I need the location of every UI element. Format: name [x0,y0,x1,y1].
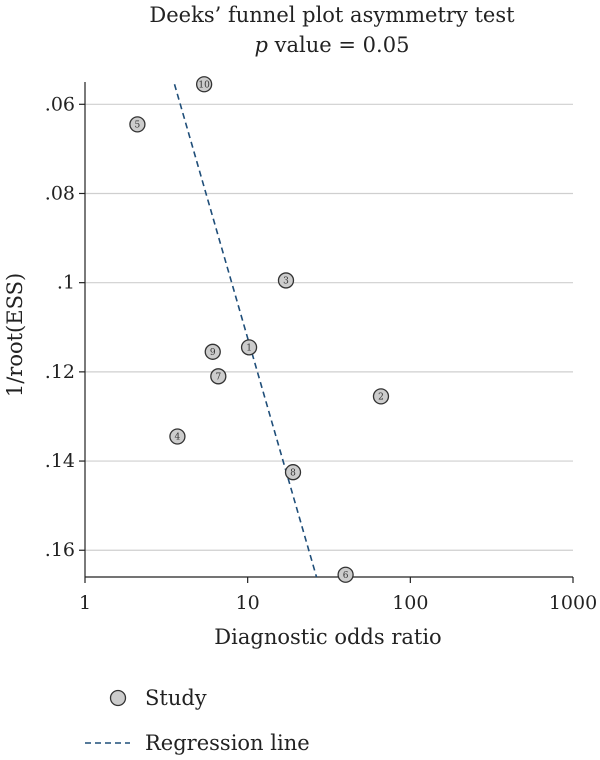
y-tick-label: .1 [57,272,75,294]
study-marker [372,388,390,405]
legend-study-marker [109,689,127,707]
study-marker [284,464,302,481]
y-tick-label: .08 [45,182,75,204]
y-tick-label: .14 [45,450,75,472]
study-marker [204,343,221,360]
chart-subtitle: p value = 0.05 [255,33,410,57]
chart-title: Deeks’ funnel plot asymmetry test [149,3,515,27]
study-id-label: 2 [378,393,384,403]
x-tick-label: 1 [79,592,91,614]
study-id-label: 7 [215,373,221,383]
y-tick-label: .16 [45,539,75,561]
y-axis-label: 1/root(ESS) [3,273,27,397]
study-point: 6 [337,566,354,583]
data-points: 1 2 3 4 5 6 7 8 9 10 [129,76,390,583]
study-marker [169,428,186,445]
x-tick-label: 10 [236,592,260,614]
study-id-label: 4 [175,433,181,443]
study-point: 4 [169,428,186,445]
study-id-label: 6 [343,571,349,581]
study-point: 2 [372,388,390,405]
study-id-label: 5 [135,121,141,131]
study-marker [240,339,258,356]
study-point: 9 [204,343,221,360]
y-tick-label: .12 [45,361,75,383]
regression-line [173,84,318,578]
study-marker [195,76,213,93]
study-id-label: 3 [283,277,289,287]
legend-study-label: Study [145,686,207,710]
x-tick-label: 1000 [549,592,597,614]
study-id-label: 10 [198,80,210,90]
y-tick-label: .06 [45,93,75,115]
study-point: 5 [129,116,146,133]
grid-lines [85,103,573,551]
study-marker [337,566,354,583]
study-point: 10 [195,76,213,93]
regression-line-layer [173,84,318,578]
legend: Study Regression line [85,686,310,755]
study-point: 3 [277,272,295,289]
study-point: 1 [240,339,258,356]
study-id-label: 9 [210,348,216,358]
study-marker [210,368,227,385]
axes: .06 .08 .1 .12 .14 .16 1 10 100 1000 [45,82,597,614]
x-axis-label: Diagnostic odds ratio [214,625,441,649]
subtitle-rest: value = 0.05 [268,33,409,57]
study-marker [129,116,146,133]
study-id-label: 8 [290,468,296,478]
study-id-label: 1 [246,344,252,354]
study-marker [277,272,295,289]
x-tick-label: 100 [392,592,428,614]
study-point: 8 [284,464,302,481]
subtitle-p: p [255,33,268,57]
legend-regression-label: Regression line [145,731,310,755]
study-point: 7 [210,368,227,385]
